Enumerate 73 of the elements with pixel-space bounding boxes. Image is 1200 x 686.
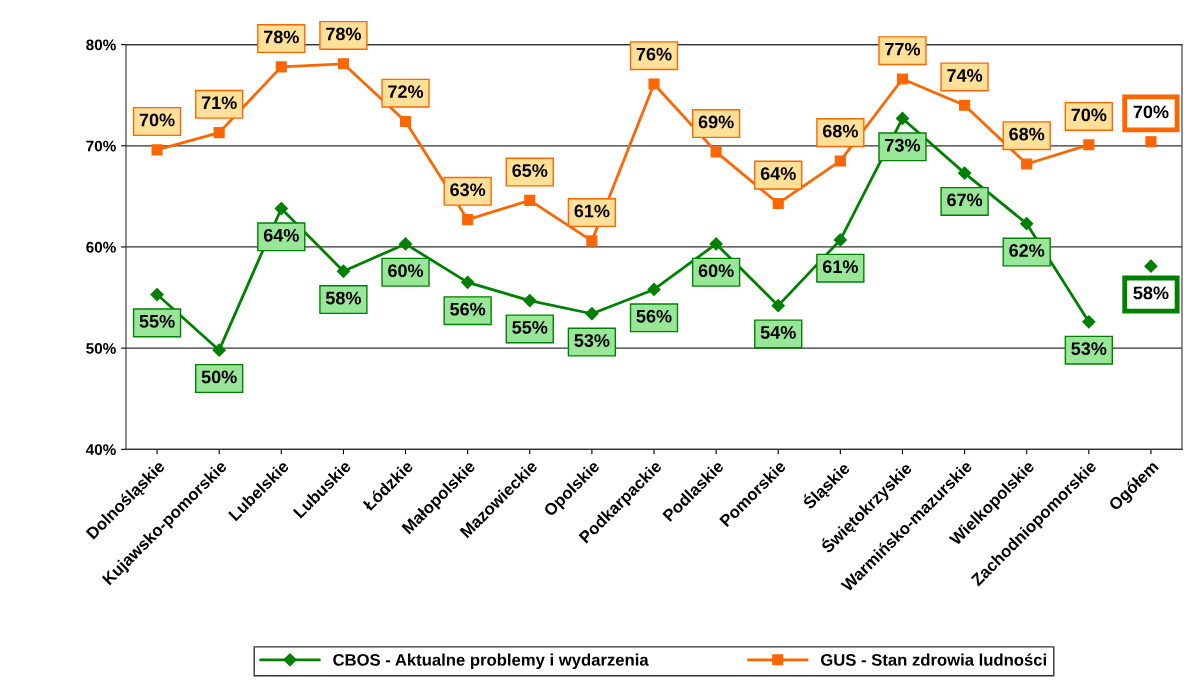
data-label: 70% bbox=[1133, 105, 1169, 119]
data-label: 55% bbox=[139, 314, 175, 328]
data-label: 54% bbox=[760, 326, 796, 339]
data-label: 53% bbox=[574, 334, 610, 347]
point bbox=[275, 61, 287, 73]
data-label: 60% bbox=[388, 264, 424, 278]
data-label: 72% bbox=[388, 85, 424, 98]
data-label: 62% bbox=[1009, 244, 1045, 257]
point bbox=[647, 282, 661, 297]
point bbox=[834, 155, 846, 167]
data-label: 78% bbox=[326, 27, 362, 41]
point bbox=[709, 237, 723, 251]
point bbox=[771, 299, 785, 313]
point bbox=[772, 197, 784, 210]
data-label: 67% bbox=[947, 193, 983, 207]
data-label: 68% bbox=[822, 124, 858, 138]
point bbox=[274, 201, 288, 216]
data-label: 63% bbox=[450, 183, 486, 197]
data-label: 68% bbox=[1009, 127, 1045, 141]
data-label: 77% bbox=[885, 42, 921, 56]
point bbox=[958, 166, 972, 180]
data-label: 69% bbox=[698, 115, 734, 129]
data-label: 61% bbox=[574, 204, 610, 218]
point bbox=[150, 287, 164, 302]
point bbox=[648, 78, 660, 90]
data-label: 53% bbox=[1071, 342, 1107, 356]
point bbox=[399, 115, 412, 128]
point bbox=[1082, 315, 1096, 329]
y-tick-label: 60% bbox=[86, 241, 116, 253]
point bbox=[833, 233, 847, 247]
y-tick-label: 70% bbox=[86, 140, 116, 152]
point bbox=[1083, 139, 1095, 151]
data-label: 70% bbox=[1071, 108, 1107, 122]
data-label: 60% bbox=[698, 264, 734, 278]
y-tick-label: 80% bbox=[86, 39, 116, 51]
data-label: 64% bbox=[760, 167, 796, 180]
legend-label: CBOS - Aktualne problemy i wydarzenia bbox=[333, 653, 649, 670]
point bbox=[398, 237, 413, 251]
data-label: 74% bbox=[947, 69, 983, 82]
point bbox=[586, 235, 598, 247]
legend-label: GUS - Stan zdrowia ludności bbox=[820, 653, 1046, 666]
point bbox=[1020, 217, 1034, 231]
data-label: 65% bbox=[512, 164, 548, 177]
y-tick-label: 50% bbox=[86, 343, 116, 354]
data-label: 78% bbox=[264, 30, 299, 44]
data-label: 56% bbox=[450, 302, 486, 316]
point bbox=[524, 194, 536, 206]
point bbox=[337, 58, 349, 70]
point bbox=[213, 127, 225, 139]
data-label: 55% bbox=[512, 321, 548, 334]
data-label: 58% bbox=[1133, 286, 1169, 300]
data-label: 50% bbox=[201, 370, 237, 384]
data-label: 71% bbox=[201, 96, 237, 110]
point bbox=[896, 73, 909, 85]
point bbox=[212, 343, 226, 357]
point bbox=[585, 307, 599, 321]
data-label: 58% bbox=[325, 291, 362, 305]
data-label: 70% bbox=[139, 113, 175, 127]
point bbox=[336, 264, 350, 278]
data-label: 64% bbox=[263, 228, 299, 242]
data-label: 73% bbox=[885, 138, 921, 152]
point bbox=[462, 214, 474, 226]
point bbox=[710, 146, 722, 158]
data-label: 61% bbox=[822, 260, 858, 274]
data-label: 76% bbox=[636, 47, 672, 61]
point bbox=[461, 275, 475, 289]
y-tick-label: 40% bbox=[85, 444, 116, 456]
point bbox=[1021, 158, 1033, 170]
point bbox=[523, 293, 537, 308]
point bbox=[151, 144, 163, 156]
point bbox=[959, 99, 971, 111]
point bbox=[895, 111, 910, 126]
data-label: 56% bbox=[636, 309, 672, 323]
